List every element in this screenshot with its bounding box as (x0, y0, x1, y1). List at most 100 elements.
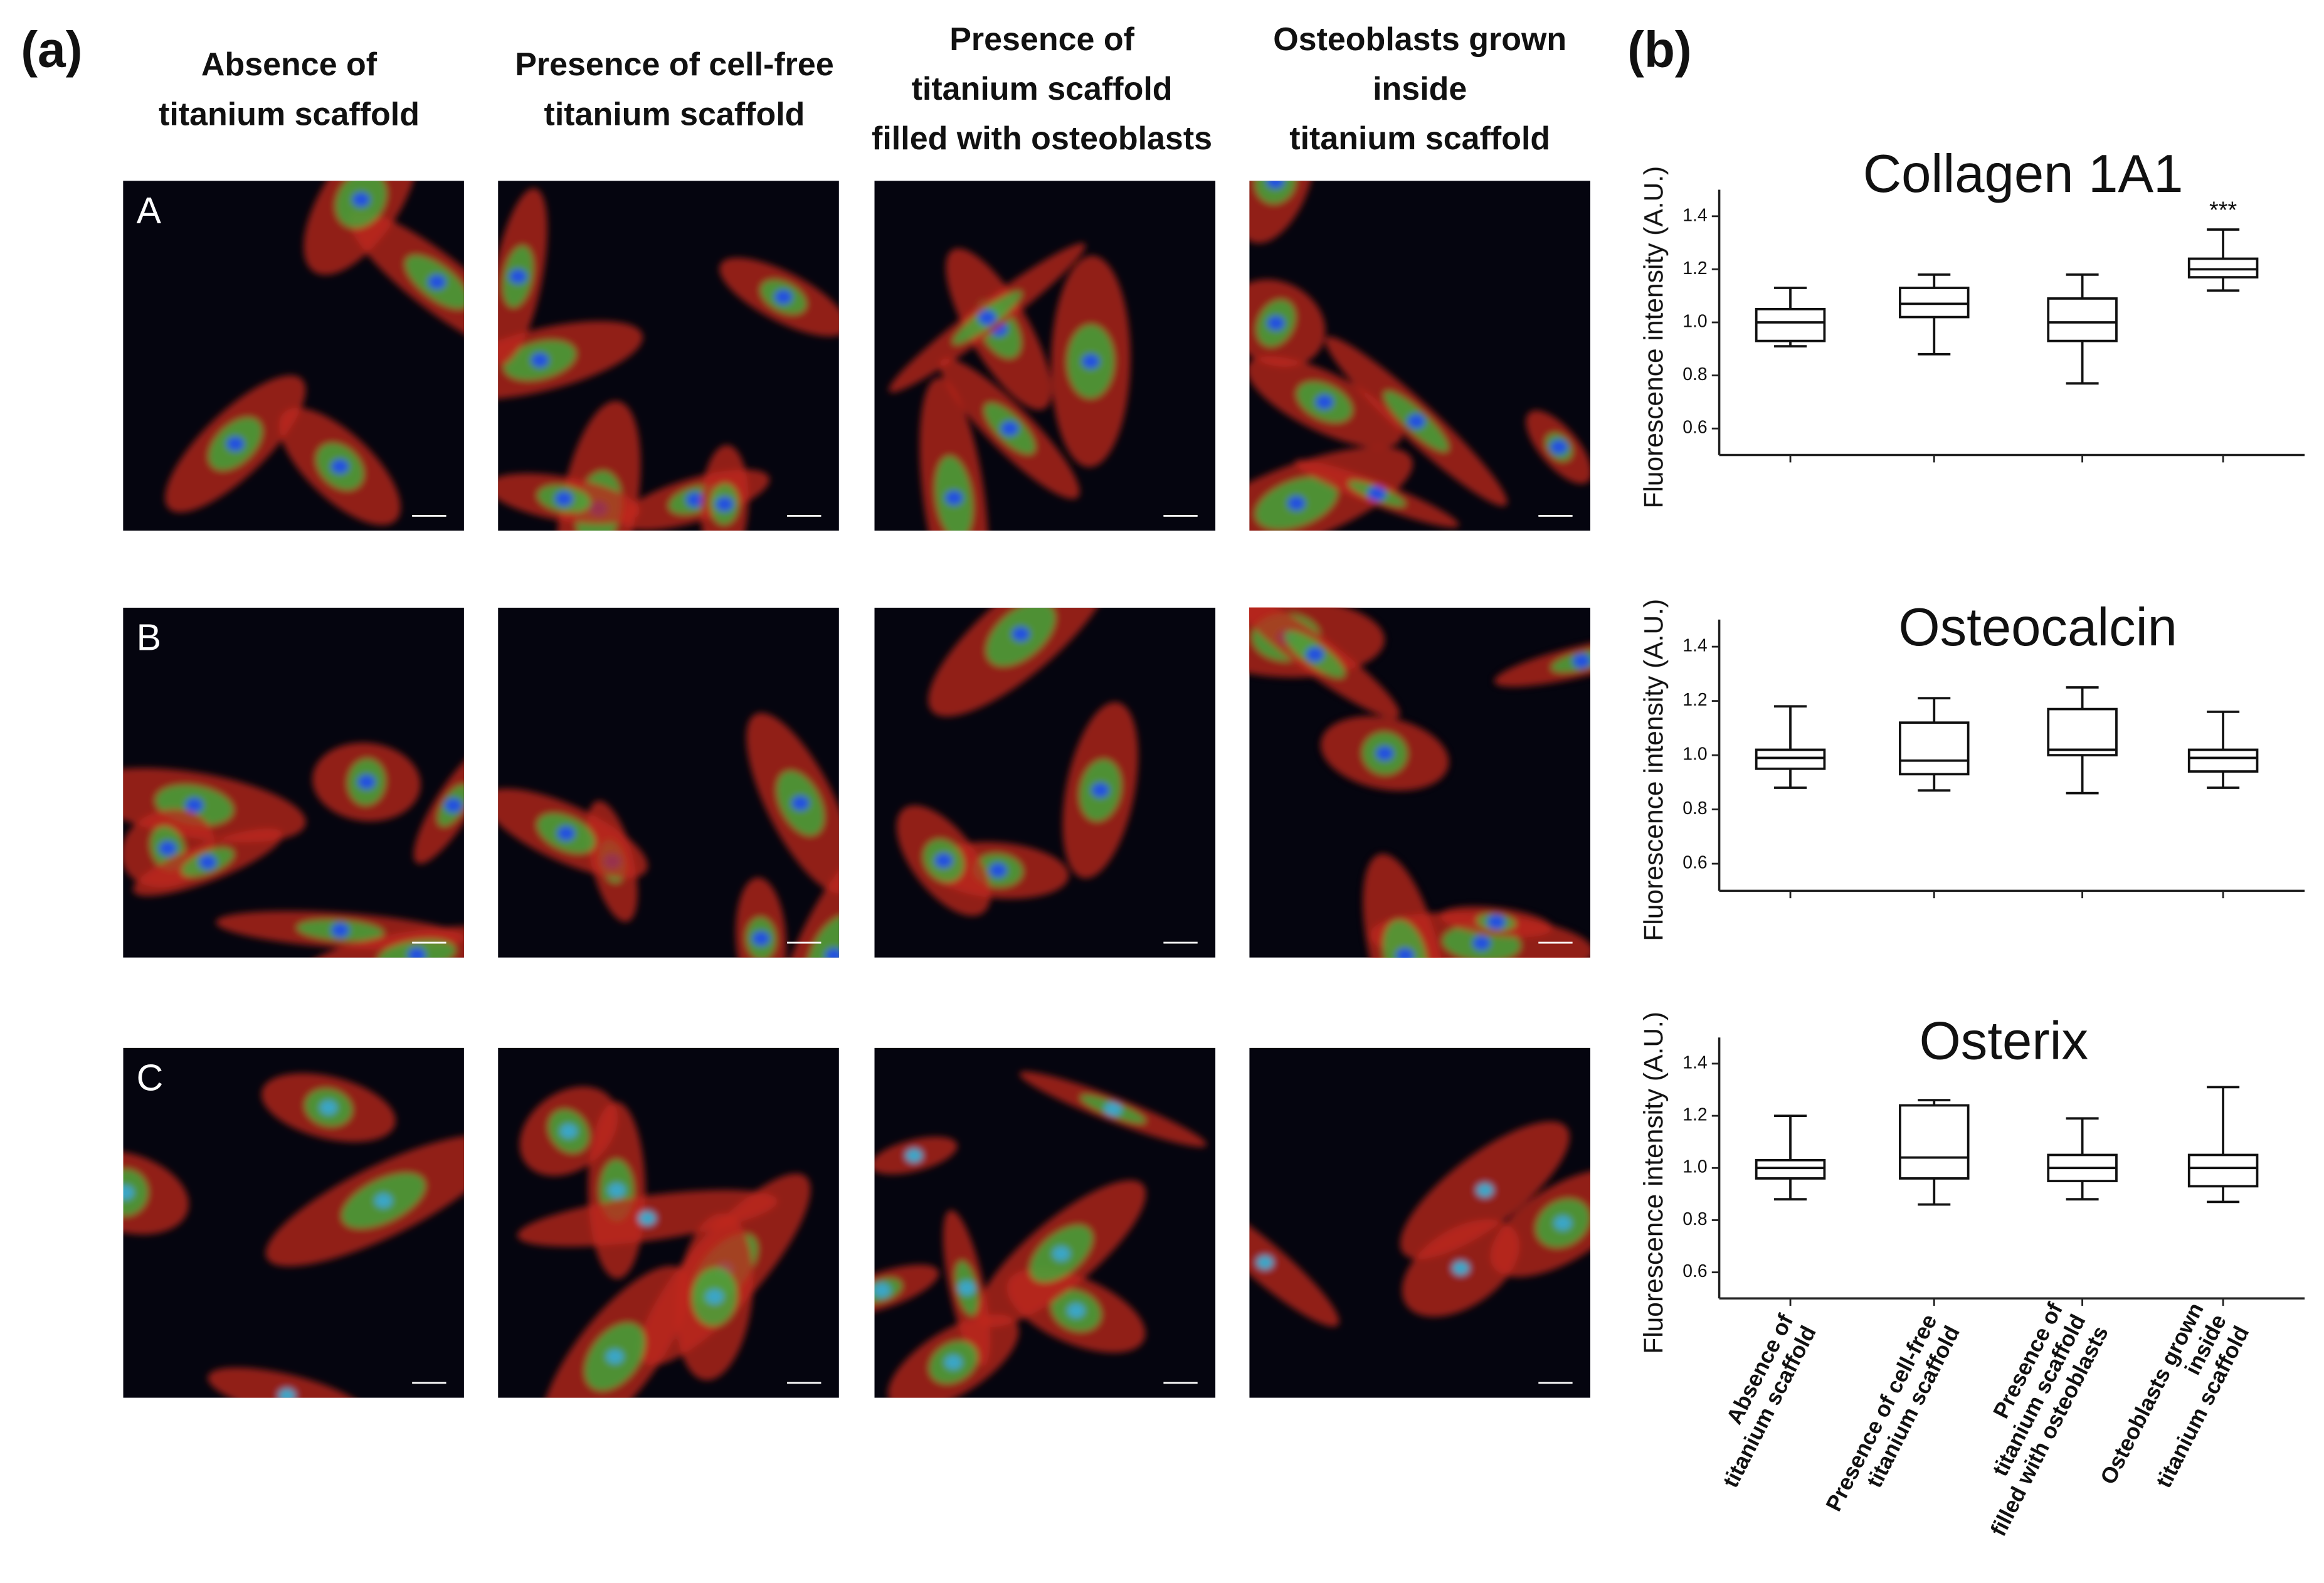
row-label: B (137, 617, 161, 659)
nucleus (1550, 440, 1568, 455)
cells (517, 1086, 811, 1398)
nucleus (159, 840, 177, 856)
nucleus (428, 274, 446, 290)
cells (874, 1071, 1207, 1398)
column-header: inside (1373, 71, 1467, 107)
nucleus (1487, 914, 1506, 929)
column-header: filled with osteoblasts (872, 120, 1212, 157)
panel-label: (b) (1627, 21, 1692, 78)
micrograph (498, 1047, 839, 1398)
y-tick-label: 0.6 (1682, 418, 1707, 438)
micrograph-bg (874, 607, 1216, 958)
micrograph (874, 181, 1216, 531)
column-header: titanium scaffold (1289, 120, 1550, 157)
y-tick-label: 1.2 (1682, 258, 1707, 278)
nucleus (226, 436, 245, 452)
nucleus (944, 1355, 963, 1370)
y-axis-label: Fluorescence intensity (A.U.) (1639, 166, 1669, 509)
nucleus (557, 825, 575, 841)
nucleus (791, 795, 810, 811)
x-tick-label: Absence oftitanium scaffold (1695, 1310, 1821, 1491)
nucleus (874, 1283, 891, 1298)
y-tick-label: 1.0 (1682, 312, 1707, 332)
nucleus (531, 352, 549, 368)
box (2187, 748, 2259, 773)
nucleus (1452, 1261, 1470, 1276)
nucleus (958, 1281, 976, 1296)
y-tick-label: 1.2 (1682, 690, 1707, 710)
nucleus (278, 1388, 296, 1398)
nucleus (331, 923, 349, 938)
y-tick-label: 0.8 (1682, 1209, 1707, 1229)
column-header: Osteoblasts grown (1273, 21, 1566, 58)
nucleus (357, 774, 376, 790)
nucleus (705, 1289, 724, 1305)
cells (123, 743, 464, 958)
nucleus (559, 1123, 578, 1139)
micrograph (874, 607, 1216, 958)
box (1899, 287, 1970, 319)
y-tick-label: 0.8 (1682, 364, 1707, 384)
cells (896, 607, 1138, 916)
nucleus (774, 289, 793, 305)
micrograph (123, 607, 464, 958)
box (1755, 748, 1826, 770)
nucleus (374, 1193, 393, 1209)
cells (123, 1073, 464, 1398)
box (2047, 297, 2118, 342)
nucleus (1266, 181, 1284, 189)
y-axis-label: Fluorescence intensity (A.U.) (1639, 1012, 1669, 1354)
cells (1249, 1121, 1590, 1327)
y-tick-label: 1.4 (1682, 1052, 1707, 1072)
micrograph (1249, 607, 1590, 958)
nucleus (1476, 1182, 1494, 1198)
nucleus (608, 1183, 626, 1198)
cells (1249, 181, 1590, 531)
column-header: Presence of (949, 21, 1134, 58)
nucleus (1082, 354, 1100, 369)
y-tick-label: 0.6 (1682, 1261, 1707, 1281)
cells (498, 188, 839, 531)
column-header: titanium scaffold (912, 71, 1173, 107)
row-label: A (137, 190, 162, 231)
box (1755, 1158, 1826, 1180)
nucleus (716, 497, 734, 512)
nucleus (1011, 627, 1030, 642)
column-header: titanium scaffold (159, 96, 420, 132)
chart-title: Osterix (1920, 1012, 2088, 1071)
nucleus (352, 192, 370, 208)
micrograph (498, 181, 839, 531)
micrograph (1249, 181, 1590, 531)
x-tick-label: Osteoblasts growninsidetitanium scaffold (2096, 1299, 2254, 1512)
nucleus (1067, 1303, 1085, 1318)
nucleus (1255, 1255, 1274, 1270)
box (2047, 707, 2118, 756)
x-tick-label: Presence of cell-freetitanium scaffold (1821, 1310, 1965, 1527)
micrograph (498, 607, 839, 958)
nucleus (554, 491, 573, 507)
nucleus (1287, 495, 1306, 511)
nucleus (905, 1148, 923, 1163)
micrograph (874, 1047, 1216, 1398)
y-axis-label: Fluorescence intensity (A.U.) (1639, 599, 1669, 941)
box (1899, 721, 1970, 776)
nucleus (1091, 783, 1109, 798)
box (2187, 1153, 2259, 1188)
y-tick-label: 0.6 (1682, 853, 1707, 873)
nucleus (1396, 948, 1414, 958)
cells (498, 712, 839, 958)
nucleus (330, 459, 349, 474)
panel-label: (a) (21, 21, 82, 78)
micrograph (123, 181, 464, 531)
row-label: C (137, 1057, 164, 1098)
annotation: *** (2209, 198, 2237, 224)
nucleus (752, 931, 770, 946)
box (1755, 307, 1826, 342)
nucleus (638, 1210, 657, 1226)
nucleus (185, 797, 204, 813)
nucleus (1267, 315, 1285, 331)
nucleus (934, 853, 953, 868)
micrograph (1249, 1047, 1590, 1398)
x-tick-label: Presence oftitanium scaffoldfilled with … (1940, 1299, 2113, 1540)
